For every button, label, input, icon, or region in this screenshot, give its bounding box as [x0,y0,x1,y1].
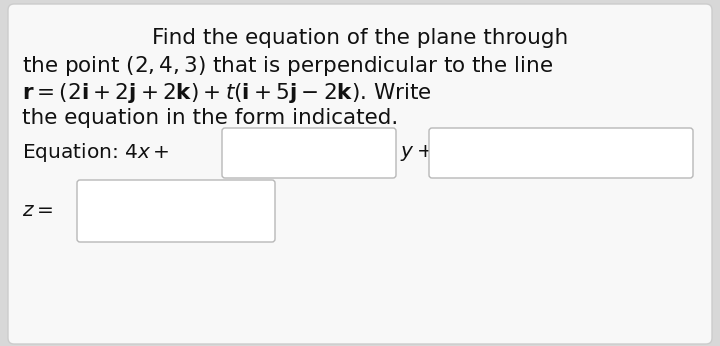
FancyBboxPatch shape [8,4,712,344]
Text: $y+$: $y+$ [400,143,433,163]
Text: the point $(2, 4, 3)$ that is perpendicular to the line: the point $(2, 4, 3)$ that is perpendicu… [22,54,553,78]
FancyBboxPatch shape [429,128,693,178]
Text: Equation: $4x+$: Equation: $4x+$ [22,142,170,164]
Text: Find the equation of the plane through: Find the equation of the plane through [152,28,568,48]
Text: $z =$: $z =$ [22,201,53,220]
Text: the equation in the form indicated.: the equation in the form indicated. [22,108,398,128]
FancyBboxPatch shape [77,180,275,242]
FancyBboxPatch shape [222,128,396,178]
Text: $\mathbf{r} = (2\mathbf{i} + 2\mathbf{j} + 2\mathbf{k}) + t(\mathbf{i} + 5\mathb: $\mathbf{r} = (2\mathbf{i} + 2\mathbf{j}… [22,81,431,105]
